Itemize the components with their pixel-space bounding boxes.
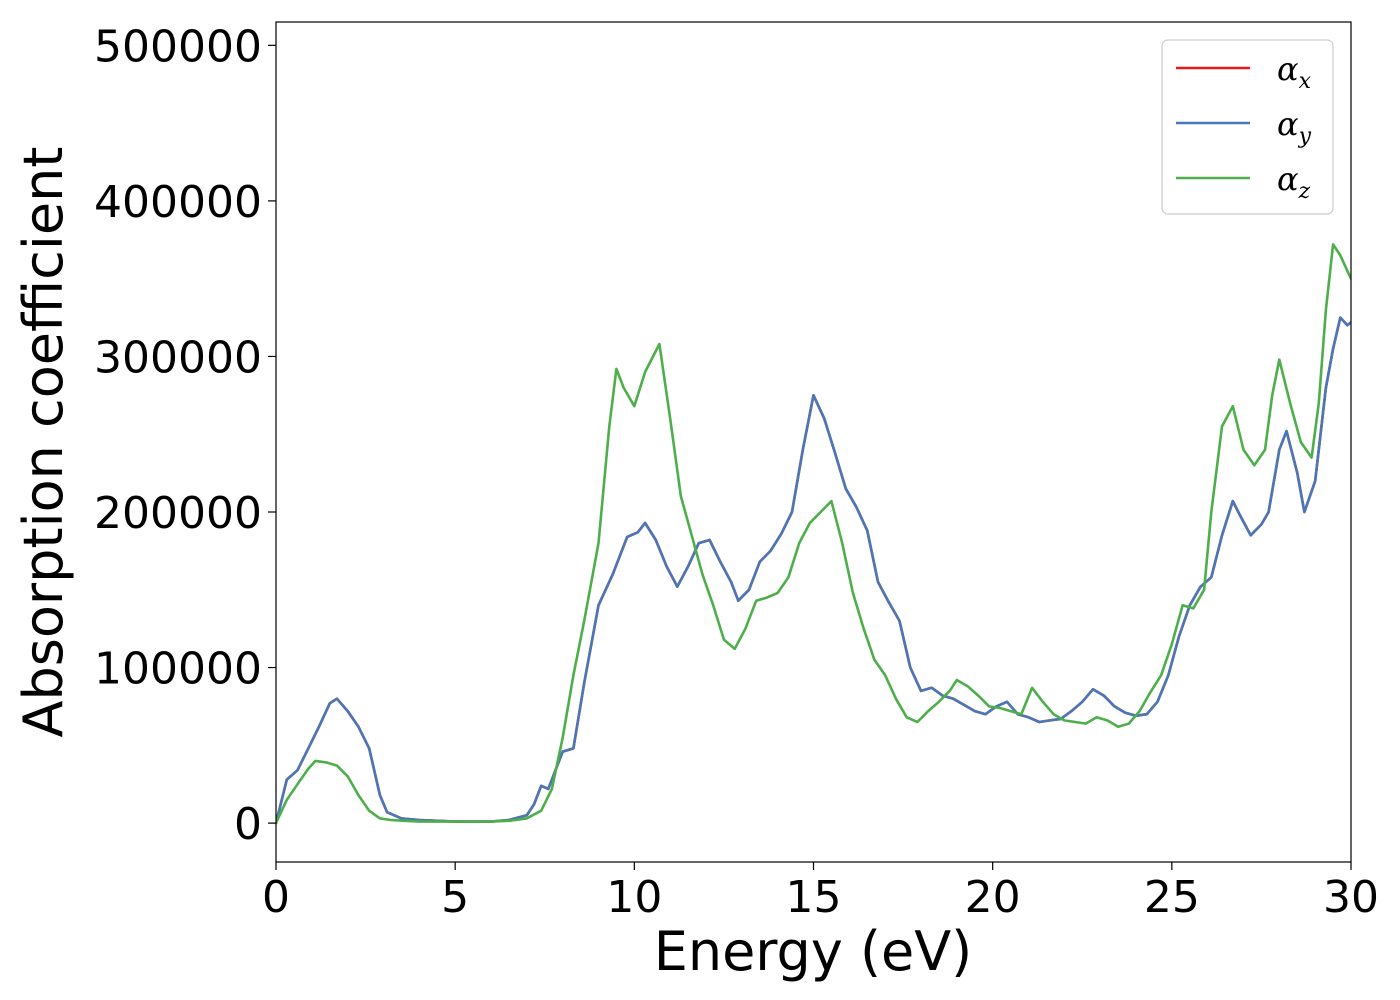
y-axis-title: Absorption coefficient xyxy=(12,147,75,738)
x-tick-label: 15 xyxy=(786,872,842,923)
y-axis: 0 100000 200000 300000 400000 500000 xyxy=(94,21,276,850)
x-tick-label: 10 xyxy=(606,872,662,923)
x-tick-label: 25 xyxy=(1144,872,1200,923)
y-tick-label: 300000 xyxy=(94,332,262,383)
y-tick-label: 500000 xyxy=(94,21,262,72)
series-line-z xyxy=(276,243,1351,825)
y-tick-label: 400000 xyxy=(94,177,262,228)
series-line-x xyxy=(276,316,1351,825)
legend-box xyxy=(1161,39,1334,215)
y-tick-label: 100000 xyxy=(94,644,262,695)
legend-label-z: αz xyxy=(1277,160,1311,204)
x-axis: 0 5 10 15 20 25 30 xyxy=(262,862,1379,923)
x-tick-label: 30 xyxy=(1323,872,1379,923)
y-tick-label: 0 xyxy=(234,799,262,850)
series-layer xyxy=(276,243,1351,825)
x-tick-label: 5 xyxy=(441,872,469,923)
y-tick-label: 200000 xyxy=(94,488,262,539)
x-tick-label: 0 xyxy=(262,872,290,923)
series-line-y xyxy=(276,316,1351,825)
x-axis-title: Energy (eV) xyxy=(654,920,973,983)
x-tick-label: 20 xyxy=(965,872,1021,923)
